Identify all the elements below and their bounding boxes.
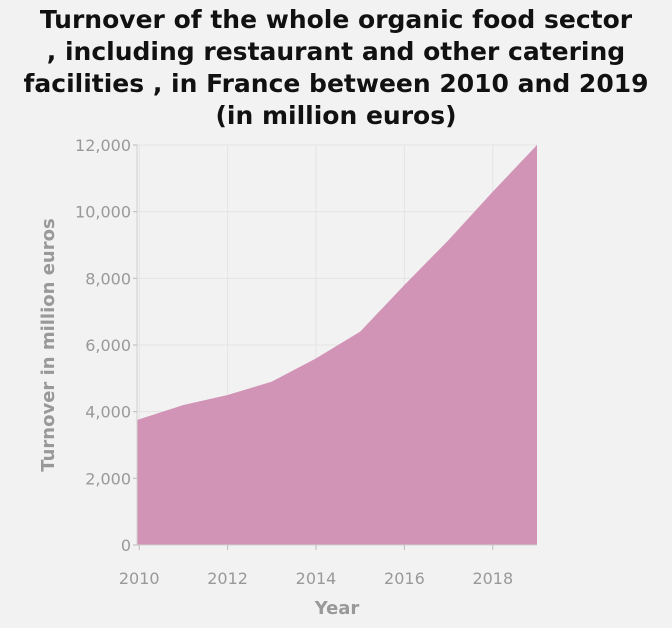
y-tick-label: 10,000: [75, 203, 131, 222]
x-axis-label: Year: [314, 598, 360, 619]
chart-title: Turnover of the whole organic food secto…: [0, 4, 672, 132]
y-axis-ticks: 0 2,000 4,000 6,000 8,000 10,000 12,000: [75, 136, 137, 555]
chart-title-line-1: Turnover of the whole organic food secto…: [39, 5, 633, 34]
x-tick-label: 2014: [296, 569, 337, 588]
chart-title-line-2: , including restaurant and other caterin…: [46, 37, 626, 66]
y-tick-label: 0: [121, 536, 131, 555]
x-tick-label: 2018: [472, 569, 513, 588]
area-series: [137, 145, 537, 545]
x-axis-ticks: 2010 2012 2014 2016 2018: [119, 545, 513, 588]
y-axis-label: Turnover in million euros: [38, 218, 59, 471]
y-tick-label: 8,000: [85, 269, 131, 288]
chart-title-line-4: (in million euros): [215, 101, 457, 130]
y-tick-label: 6,000: [85, 336, 131, 355]
chart-title-line-3: facilities , in France between 2010 and …: [23, 69, 649, 98]
y-tick-label: 12,000: [75, 136, 131, 155]
y-tick-label: 2,000: [85, 469, 131, 488]
x-tick-label: 2012: [207, 569, 248, 588]
x-tick-label: 2016: [384, 569, 425, 588]
x-tick-label: 2010: [119, 569, 160, 588]
y-tick-label: 4,000: [85, 403, 131, 422]
area-fill: [137, 145, 537, 545]
